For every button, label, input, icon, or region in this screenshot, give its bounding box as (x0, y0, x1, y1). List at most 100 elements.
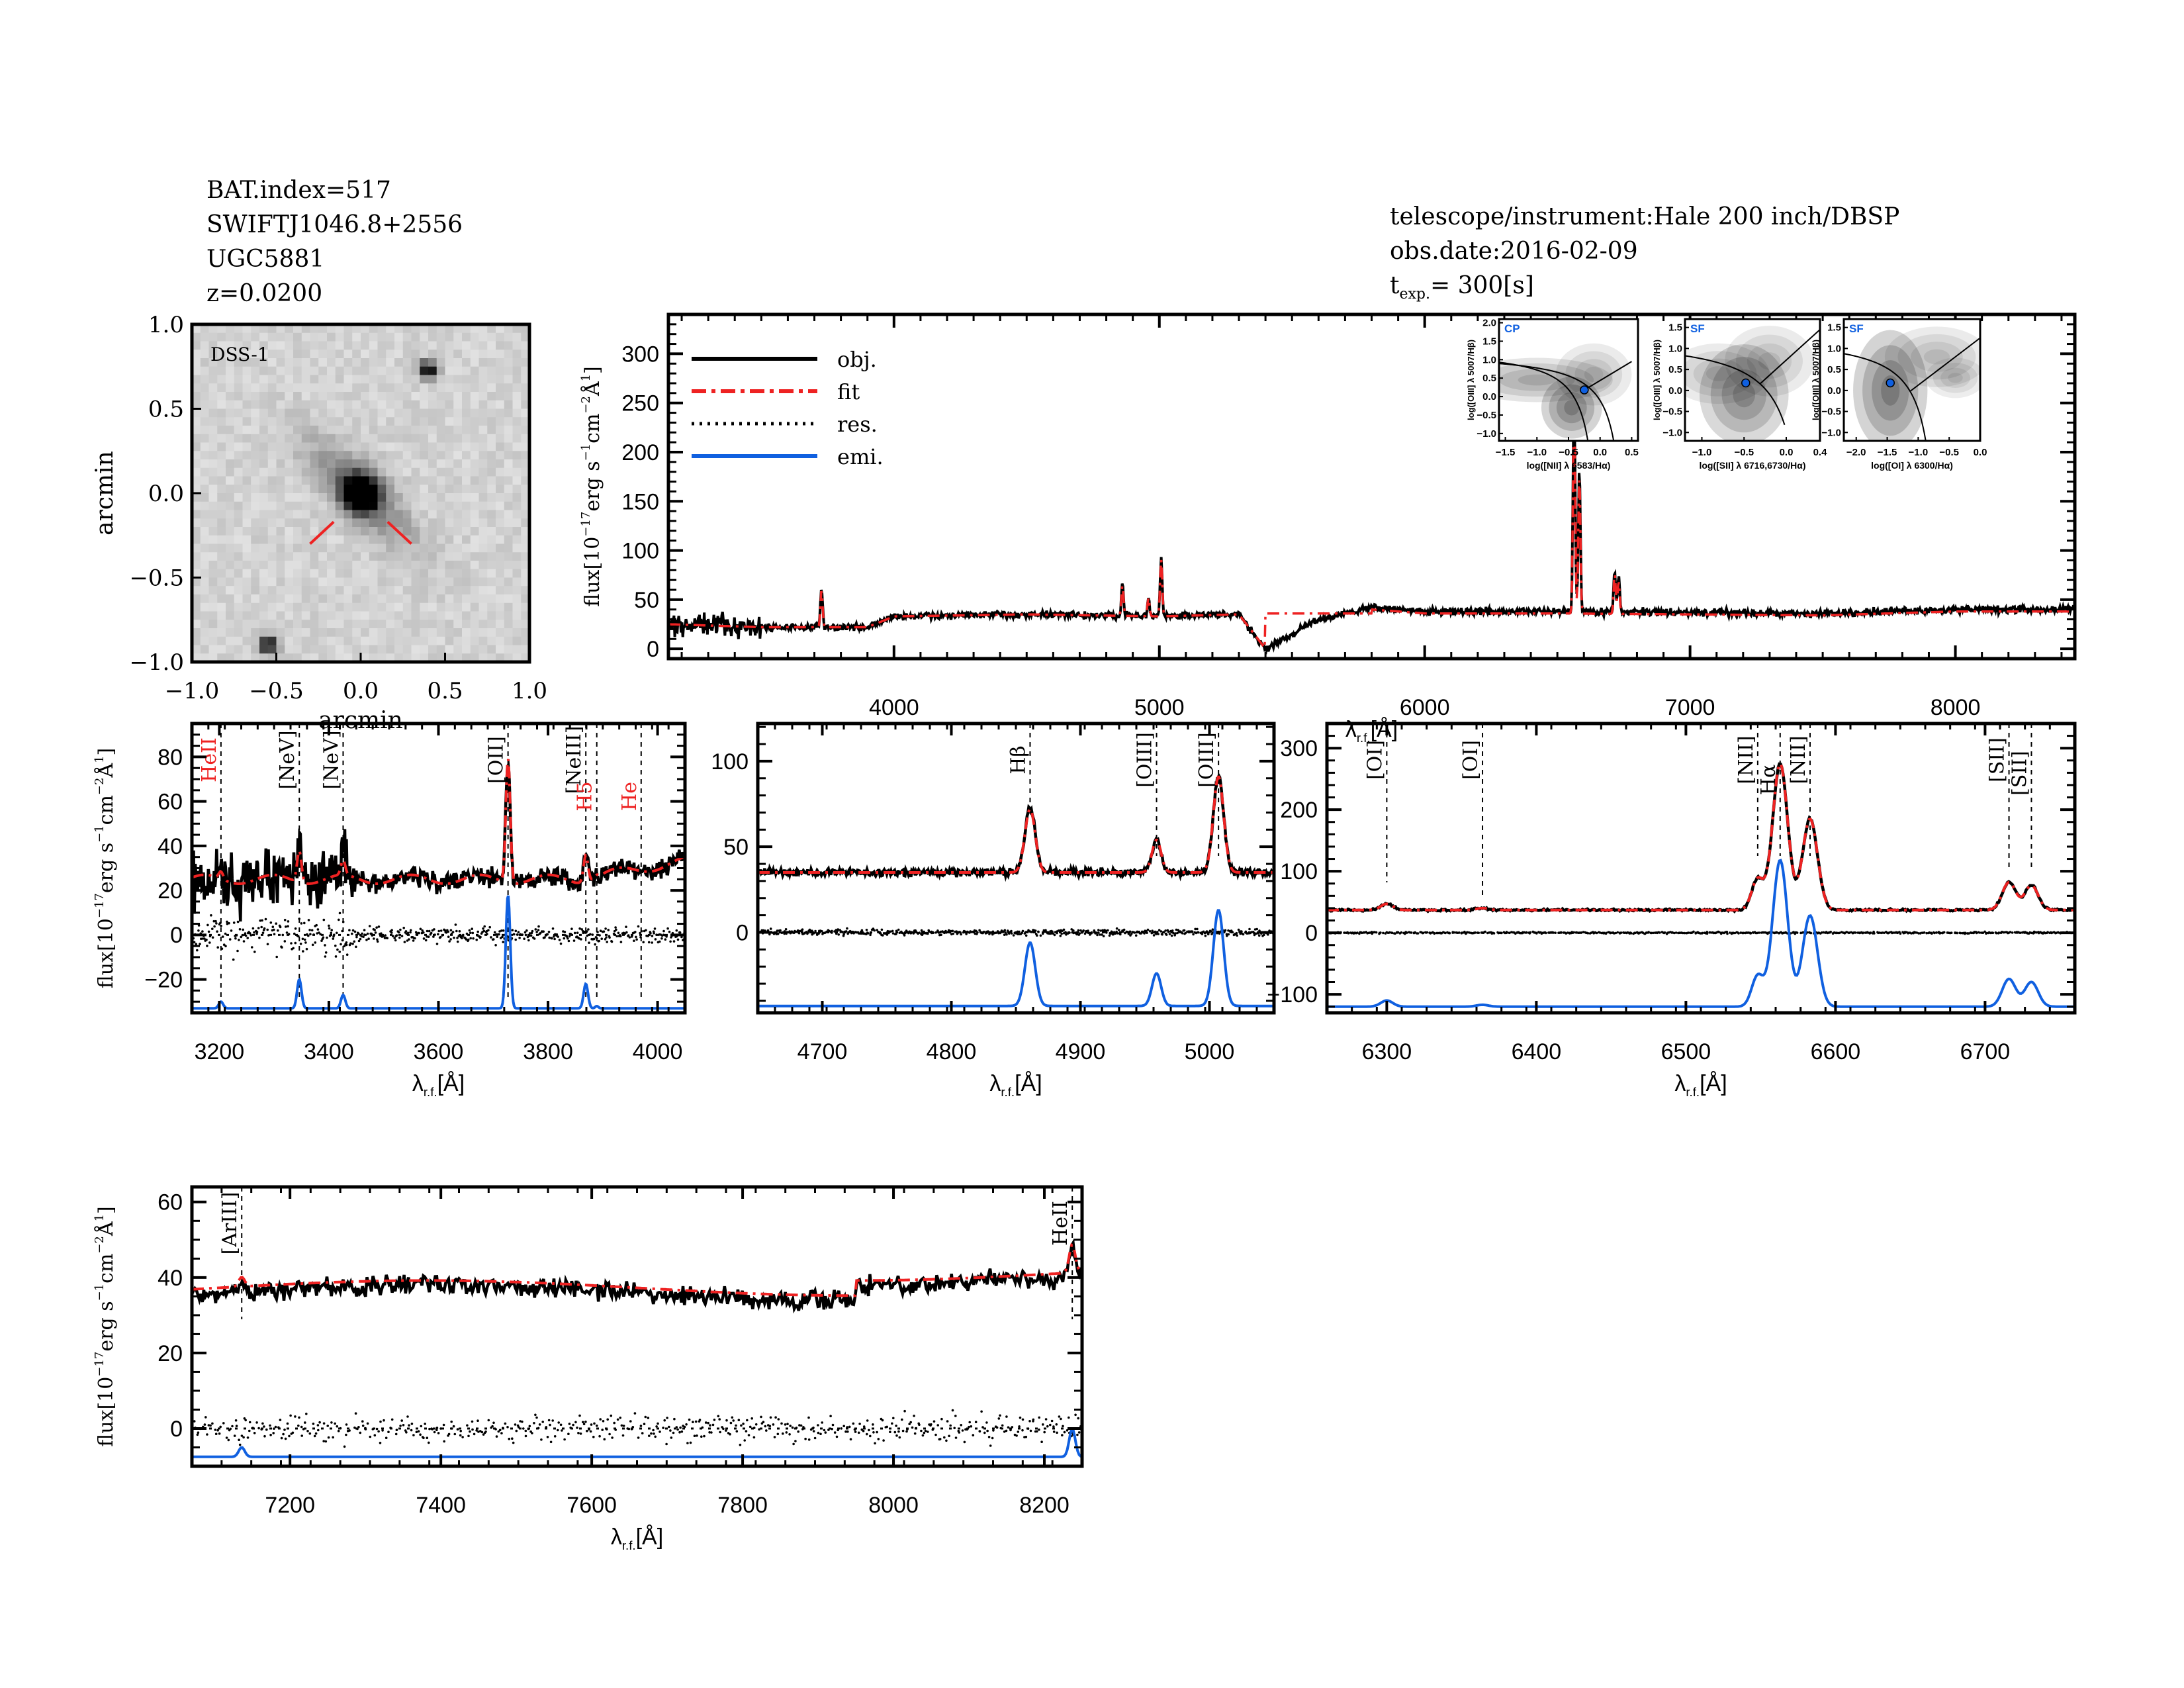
dss-pixel (445, 467, 454, 477)
dss-pixel (301, 375, 310, 384)
dss-pixel (512, 620, 522, 629)
dss-pixel (428, 602, 437, 612)
residual-point (743, 1439, 746, 1442)
residual-point (1505, 931, 1508, 933)
dss-pixel (478, 527, 488, 536)
residual-point (742, 1423, 745, 1425)
y-axis-label-exp: 1 (579, 374, 593, 381)
residual-point (255, 932, 258, 935)
dss-pixel (251, 341, 260, 350)
residual-point (978, 929, 981, 932)
dss-pixel (470, 636, 479, 645)
dss-pixel (335, 358, 344, 367)
dss-pixel (343, 451, 353, 460)
dss-pixel (343, 467, 353, 477)
dss-pixel (487, 653, 496, 663)
dss-pixel (318, 332, 328, 342)
dss-pixel (242, 501, 251, 510)
dss-pixel (436, 510, 445, 519)
residual-point (930, 1423, 933, 1426)
residual-point (359, 1431, 362, 1434)
dss-pixel (470, 400, 479, 409)
x-tick-label: −0.5 (1559, 447, 1578, 458)
residual-point (220, 947, 224, 950)
dss-pixel (487, 485, 496, 494)
dss-pixel (436, 350, 445, 359)
y-tick-label: 20 (158, 1341, 183, 1366)
dss-pixel (436, 358, 445, 367)
residual-point (415, 1430, 418, 1433)
dss-pixel (453, 611, 463, 620)
residual-point (598, 934, 601, 937)
dss-pixel (504, 628, 513, 637)
dss-pixel (234, 493, 243, 502)
residual-point (1116, 932, 1119, 935)
dss-pixel (462, 510, 471, 519)
y-tick-label: 50 (634, 588, 659, 613)
residual-point (279, 925, 282, 929)
dss-pixel (335, 569, 344, 578)
y-axis-label: flux[10−17erg s−1cm−2Å1] (93, 1206, 118, 1447)
dss-pixel (470, 577, 479, 586)
residual-point (534, 928, 537, 931)
dss-pixel (267, 476, 277, 485)
residual-point (1134, 934, 1138, 937)
dss-pixel (504, 611, 513, 620)
residual-point (951, 929, 954, 933)
residual-point (1021, 1429, 1024, 1432)
residual-point (240, 935, 243, 939)
x-tick-label: 6700 (1960, 1039, 2011, 1064)
residual-point (804, 1437, 807, 1440)
dss-pixel (504, 400, 513, 409)
residual-point (456, 940, 459, 943)
dss-pixel (369, 485, 378, 494)
residual-point (794, 1440, 797, 1442)
x-axis-label-unit: [Å] (437, 1071, 465, 1096)
dss-pixel (267, 628, 277, 637)
dss-pixel (335, 442, 344, 451)
residual-point (997, 1417, 1001, 1420)
dss-pixel (335, 636, 344, 645)
residual-point (613, 929, 616, 933)
dss-pixel (226, 434, 235, 443)
residual-point (288, 1434, 291, 1438)
dss-pixel (420, 628, 429, 637)
dss-pixel (512, 518, 522, 528)
dss-pixel (377, 476, 387, 485)
residual-point (807, 1416, 810, 1419)
dss-pixel (377, 611, 387, 620)
residual-point (882, 934, 884, 937)
dss-pixel (208, 594, 218, 604)
residual-point (644, 1415, 647, 1419)
dss-pixel (335, 628, 344, 637)
residual-point (1726, 932, 1729, 935)
residual-point (903, 1409, 906, 1413)
dss-pixel (369, 467, 378, 477)
dss-pixel (361, 426, 370, 435)
dss-pixel (411, 518, 420, 528)
dss-pixel (267, 417, 277, 426)
dss-pixel (335, 375, 344, 384)
dss-pixel (445, 645, 454, 654)
dss-pixel (251, 434, 260, 443)
residual-point (312, 1423, 315, 1425)
dss-pixel (352, 653, 361, 663)
dss-pixel (276, 451, 285, 460)
dss-pixel (470, 434, 479, 443)
x-axis-label: log([SII] λ 6716,6730/Hα) (1699, 460, 1805, 471)
dss-pixel (377, 366, 387, 375)
residual-point (852, 1422, 855, 1425)
x-axis-label: log([NII] λ 6583/Hα) (1527, 460, 1611, 471)
residual-point (877, 1438, 880, 1440)
dss-pixel (318, 383, 328, 393)
residual-point (694, 1420, 698, 1423)
dss-pixel (310, 636, 319, 645)
residual-point (493, 931, 496, 934)
residual-point (762, 1421, 765, 1423)
residual-point (976, 931, 979, 934)
dss-pixel (496, 375, 505, 384)
dss-pixel (369, 341, 378, 350)
dss-pixel (335, 408, 344, 418)
dss-pixel (226, 586, 235, 595)
dss-pixel (310, 426, 319, 435)
